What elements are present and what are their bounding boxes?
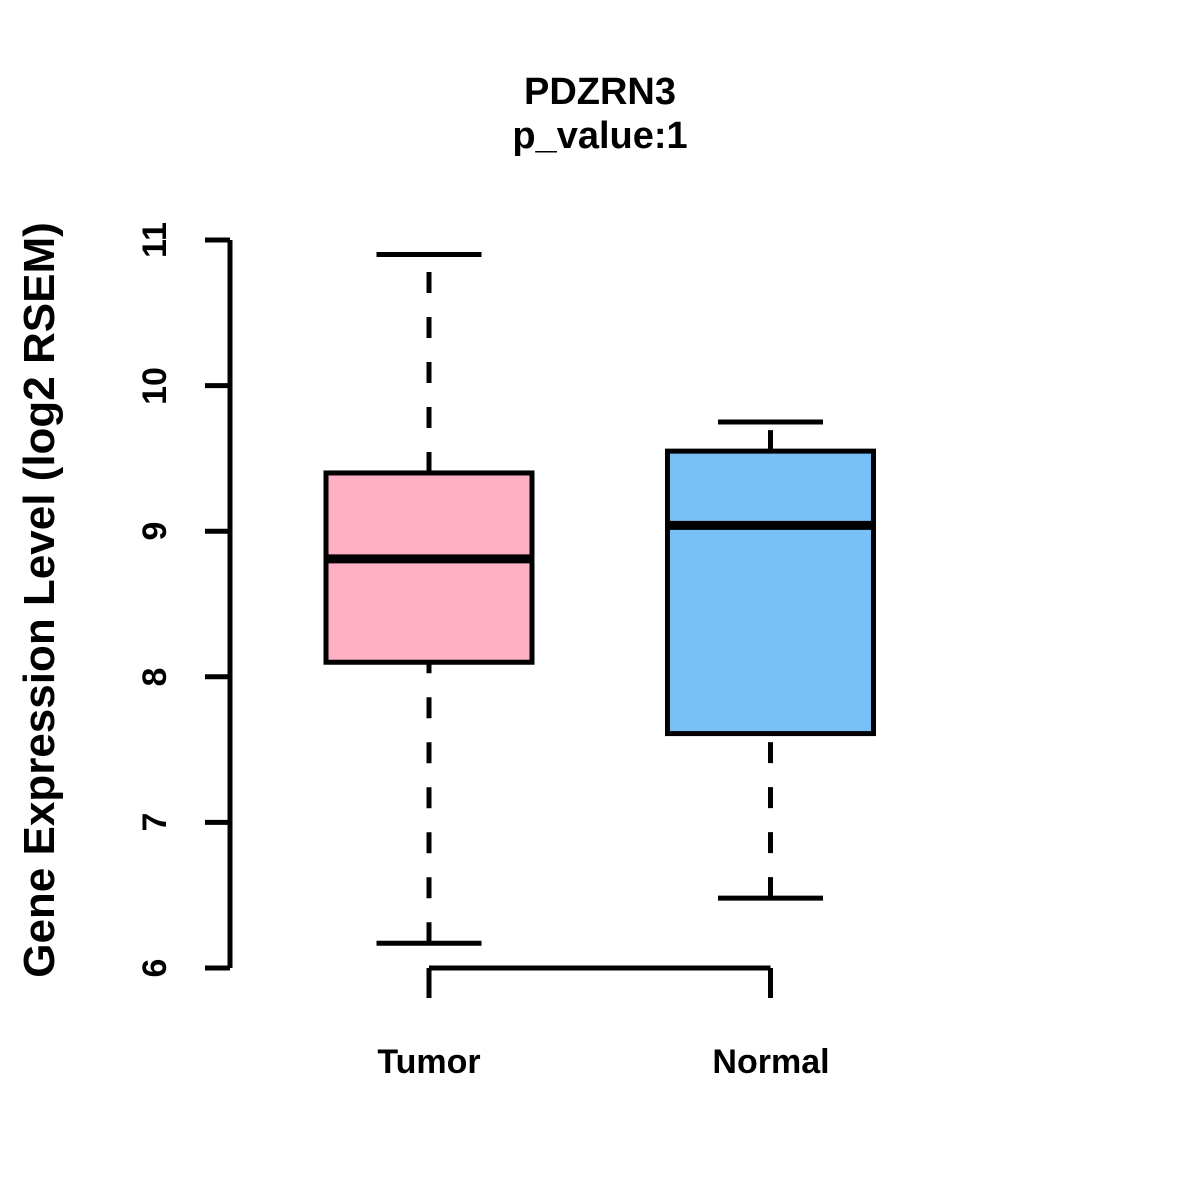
y-axis-tick-label: 10 [136, 366, 174, 405]
chart-title: PDZRN3 [523, 71, 677, 113]
normal-box [665, 448, 876, 737]
y-axis-tick-label: 11 [136, 222, 174, 258]
tumor-box [323, 470, 535, 665]
y-axis-tick-label: 8 [136, 667, 174, 687]
x-category-label-normal: Normal [712, 1043, 830, 1081]
chart-subtitle: p_value:1 [512, 115, 688, 157]
y-axis-tick-label: 6 [136, 958, 174, 978]
y-axis-label: Gene Expression Level (log2 RSEM) [15, 222, 64, 978]
y-axis-tick-label: 7 [136, 812, 174, 832]
y-axis-tick-label: 9 [136, 521, 174, 541]
x-category-label-tumor: Tumor [377, 1043, 481, 1081]
